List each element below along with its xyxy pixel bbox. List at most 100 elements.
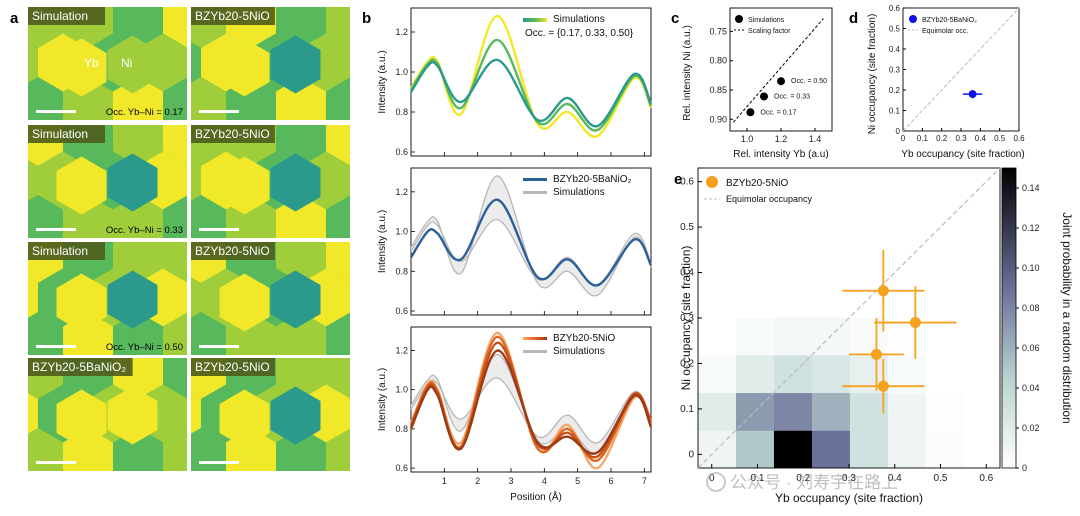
heatmap-cell [925, 430, 965, 468]
heatmap-cell [773, 430, 813, 468]
legend-entry: Simulations [553, 14, 605, 25]
x-tick-label: 0 [709, 473, 715, 484]
heatmap-cell [811, 430, 851, 468]
panel-d-scatter: Yb occupancy (site fraction) Ni occupanc… [867, 4, 1025, 160]
hexagon-site [113, 7, 163, 48]
watermark: 公众号 · 刘寿宇在路上 [706, 472, 898, 492]
hexagon-site [28, 428, 63, 471]
scale-bar [199, 461, 239, 464]
tile-label-box [28, 125, 105, 143]
tile-r2-left: Simulation Occ. Yb–Ni = 0.50 [0, 242, 187, 370]
point-annotation: Occ. = 0.33 [774, 93, 810, 100]
series-line-2 [409, 198, 653, 287]
hexagon-site [351, 65, 401, 123]
y-tick-label: 0.90 [709, 114, 727, 124]
heatmap-cell [887, 279, 927, 318]
tile-label-box [28, 7, 105, 25]
hexagon-yb-site [56, 156, 107, 215]
tile-label: Simulation [32, 9, 88, 23]
hexagon-site [351, 269, 401, 327]
scale-bar [199, 345, 239, 348]
hexagon-site [401, 269, 451, 327]
hexagon-site [163, 77, 187, 120]
hexagon-site [276, 7, 326, 48]
equimolar-line [697, 167, 1001, 469]
hexagon-site [276, 242, 326, 283]
legend-entry: Simulations [748, 17, 785, 24]
tile-r3-right: BZYb20-5NiO [191, 298, 451, 516]
y-tick-label: 0.2 [889, 86, 901, 95]
hexagon-site [28, 312, 63, 355]
hexagon-site [0, 108, 13, 166]
hexagon-site [28, 42, 38, 83]
tile-r1-left: Simulation Occ. Yb–Ni = 0.33 [0, 108, 187, 238]
hexagon-lattice [191, 65, 401, 297]
x-tick-label: 0.4 [975, 134, 987, 143]
legend-swatch-grey [523, 350, 547, 353]
series-line-1 [410, 218, 652, 286]
data-point [877, 380, 889, 392]
tile-label-box [191, 7, 275, 25]
hexagon-site [138, 472, 188, 516]
tile-r1-right: BZYb20-5NiO [191, 65, 401, 297]
legend-entry: BZYb20-5BaNiO₂ [553, 174, 631, 185]
y-tick-label: 1.2 [395, 187, 408, 197]
hexagon-site [351, 34, 401, 92]
heatmap-cell [811, 392, 851, 431]
hexagon-site [191, 277, 201, 318]
hexagon-site [163, 312, 187, 355]
hexagon-site [301, 0, 351, 5]
scale-bar [36, 345, 76, 348]
hexagon-site [201, 472, 251, 516]
tile-r0-right: BZYb20-5NiO [191, 0, 426, 120]
panel-letter-e: e [674, 171, 682, 188]
panel-a-image-grid: Simulation Occ. Yb–Ni = 0.17 Yb Ni BZYb20-5N… [0, 0, 451, 516]
hexagon-site [188, 472, 238, 516]
hexagon-site [0, 77, 13, 135]
hexagon-site [401, 298, 451, 356]
legend-swatch-gradient [523, 18, 547, 22]
heatmap-cell [849, 430, 889, 468]
panel-letter-c: c [671, 10, 679, 27]
y-tick-label: 1.0 [395, 385, 408, 395]
panel-letter-d: d [849, 10, 858, 27]
hexagon-site [0, 472, 38, 516]
simulation-point [746, 108, 755, 117]
y-tick-label: 0.8 [395, 107, 408, 117]
hexagon-site [351, 152, 401, 210]
y-tick-label: 0.85 [709, 85, 727, 95]
hexagon-site [0, 312, 13, 370]
hexagon-site [191, 428, 226, 471]
hexagon-yb-site [219, 38, 270, 97]
colorbar-tick-label: 0 [1022, 463, 1027, 473]
data-point [968, 90, 977, 99]
heatmap-cell [773, 317, 813, 356]
y-tick-label: 0.5 [680, 222, 694, 233]
hexagon-site [351, 239, 401, 297]
scale-bar [36, 228, 76, 231]
hexagon-site [28, 77, 63, 120]
hexagon-site [88, 472, 138, 516]
legend-marker [735, 15, 743, 23]
hexagon-site [0, 428, 13, 486]
hexagon-site [28, 393, 38, 434]
hexagon-site [326, 77, 350, 120]
hexagon-site [376, 0, 426, 48]
heatmap-cell [698, 354, 737, 394]
hexagon-site [276, 358, 326, 399]
hexagon-site [0, 341, 13, 399]
legend-entry: Simulations [553, 346, 605, 357]
hexagon-yb-site [219, 389, 270, 448]
x-tick-label: 4 [542, 476, 547, 486]
hexagon-site [88, 0, 138, 5]
hexagon-yb-site [56, 38, 107, 97]
x-tick-label: 0.1 [917, 134, 929, 143]
hexagon-ni-site [270, 270, 321, 329]
hexagon-site [113, 242, 163, 283]
hexagon-site [191, 195, 226, 238]
tile-label: Simulation [32, 127, 88, 141]
equimolar-line [902, 7, 1020, 132]
colorbar [1001, 167, 1017, 469]
hexagon-site [163, 195, 187, 238]
